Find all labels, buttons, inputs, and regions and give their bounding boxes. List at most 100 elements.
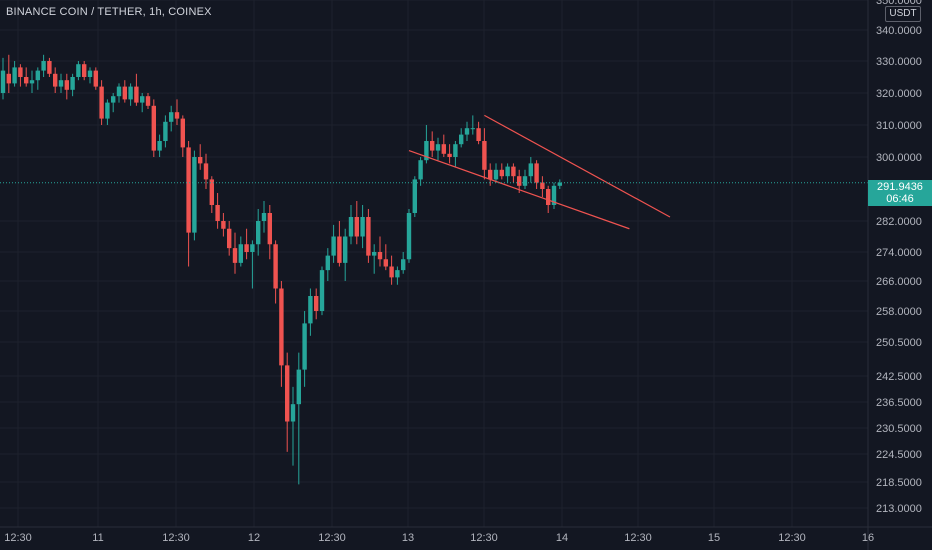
candle-body — [319, 270, 325, 311]
candle-body — [186, 147, 191, 233]
candle-body — [499, 169, 504, 177]
candle-body — [528, 163, 533, 177]
candle-body — [290, 404, 296, 422]
candle-body — [372, 252, 377, 256]
candle-body — [145, 96, 151, 106]
candle-body — [180, 118, 185, 148]
candle-body — [58, 80, 64, 87]
candle-body — [12, 67, 17, 84]
candle-body — [534, 163, 539, 183]
candle-body — [476, 128, 481, 141]
trendline — [408, 150, 630, 230]
time-tick-label: 15 — [708, 532, 720, 544]
candle-body — [383, 259, 388, 267]
candle-body — [47, 61, 52, 74]
price-tick-label: 230.5000 — [876, 423, 922, 435]
candle-body — [406, 213, 412, 260]
price-tick-label: 300.0000 — [876, 152, 922, 164]
chart-title: BINANCE COIN / TETHER, 1h, COINEX — [6, 6, 212, 18]
candle-body — [430, 141, 435, 151]
candle-body — [296, 369, 301, 405]
candle-body — [401, 259, 406, 271]
price-tick-label: 224.5000 — [876, 449, 922, 461]
price-tick-label: 250.5000 — [876, 337, 922, 349]
candle-body — [221, 221, 226, 229]
price-tick-label: 330.0000 — [876, 56, 922, 68]
candle-body — [82, 64, 87, 77]
candle-body — [348, 217, 354, 237]
currency-unit-badge[interactable]: USDT — [885, 6, 921, 22]
candle-body — [203, 163, 209, 180]
candle-body — [0, 70, 6, 93]
candle-body — [41, 61, 46, 71]
candle-body — [441, 144, 446, 154]
candle-body — [70, 77, 75, 90]
candle-body — [261, 213, 267, 221]
candle-body — [267, 213, 272, 245]
candle-body — [354, 217, 359, 237]
candle-body — [395, 270, 400, 278]
candle-body — [256, 221, 261, 245]
time-tick-label: 13 — [402, 532, 414, 544]
candle-body — [157, 141, 162, 151]
candle-body — [302, 323, 307, 370]
candle-body — [163, 121, 168, 141]
candle-body — [35, 70, 40, 81]
candle-body — [140, 96, 145, 103]
candle-body — [453, 144, 458, 157]
candle-body — [24, 77, 29, 84]
candle-body — [517, 176, 522, 186]
last-price-value: 291.9436 — [877, 181, 923, 193]
candle-body — [447, 153, 452, 157]
candle-body — [250, 244, 255, 252]
candle-body — [238, 244, 243, 263]
last-price-badge: 291.9436 06:46 — [868, 180, 932, 206]
candle-body — [285, 365, 290, 422]
price-tick-label: 282.0000 — [876, 216, 922, 228]
candle-body — [511, 166, 516, 177]
price-tick-label: 266.0000 — [876, 276, 922, 288]
time-tick-label: 12:30 — [778, 532, 806, 544]
candle-body — [6, 73, 11, 84]
candle-body — [366, 217, 371, 256]
time-tick-label: 12:30 — [470, 532, 498, 544]
candle-body — [360, 217, 365, 237]
candle-body — [488, 169, 493, 180]
candle-body — [93, 70, 98, 87]
candle-body — [546, 189, 551, 205]
time-tick-label: 12:30 — [4, 532, 32, 544]
candle-body — [87, 70, 93, 77]
candle-body — [99, 86, 104, 119]
candle-body — [418, 160, 423, 180]
trendline — [484, 114, 671, 218]
candle-body — [76, 64, 81, 77]
candle-body — [314, 296, 319, 311]
candle-body — [343, 236, 348, 263]
time-tick-label: 12 — [248, 532, 260, 544]
price-tick-label: 213.0000 — [876, 503, 922, 515]
candle-countdown: 06:46 — [886, 193, 914, 205]
candle-body — [522, 176, 528, 186]
time-tick-label: 16 — [862, 532, 874, 544]
candle-body — [169, 112, 174, 122]
candle-body — [111, 96, 116, 103]
price-tick-label: 218.5000 — [876, 477, 922, 489]
candle-body — [482, 141, 487, 170]
price-tick-label: 274.0000 — [876, 247, 922, 259]
candle-body — [232, 248, 238, 263]
time-tick-label: 12:30 — [162, 532, 190, 544]
candle-body — [116, 86, 122, 97]
time-tick-label: 11 — [92, 532, 103, 544]
candle-body — [53, 73, 58, 87]
candle-body — [215, 205, 220, 221]
price-tick-label: 350.0000 — [876, 0, 922, 7]
candle-body — [244, 244, 249, 252]
candle-body — [308, 296, 313, 324]
candle-body — [122, 86, 127, 100]
price-tick-label: 258.0000 — [876, 306, 922, 318]
price-tick-label: 320.0000 — [876, 88, 922, 100]
time-tick-label: 14 — [556, 532, 568, 544]
candle-body — [325, 255, 330, 271]
candle-body — [18, 67, 23, 77]
